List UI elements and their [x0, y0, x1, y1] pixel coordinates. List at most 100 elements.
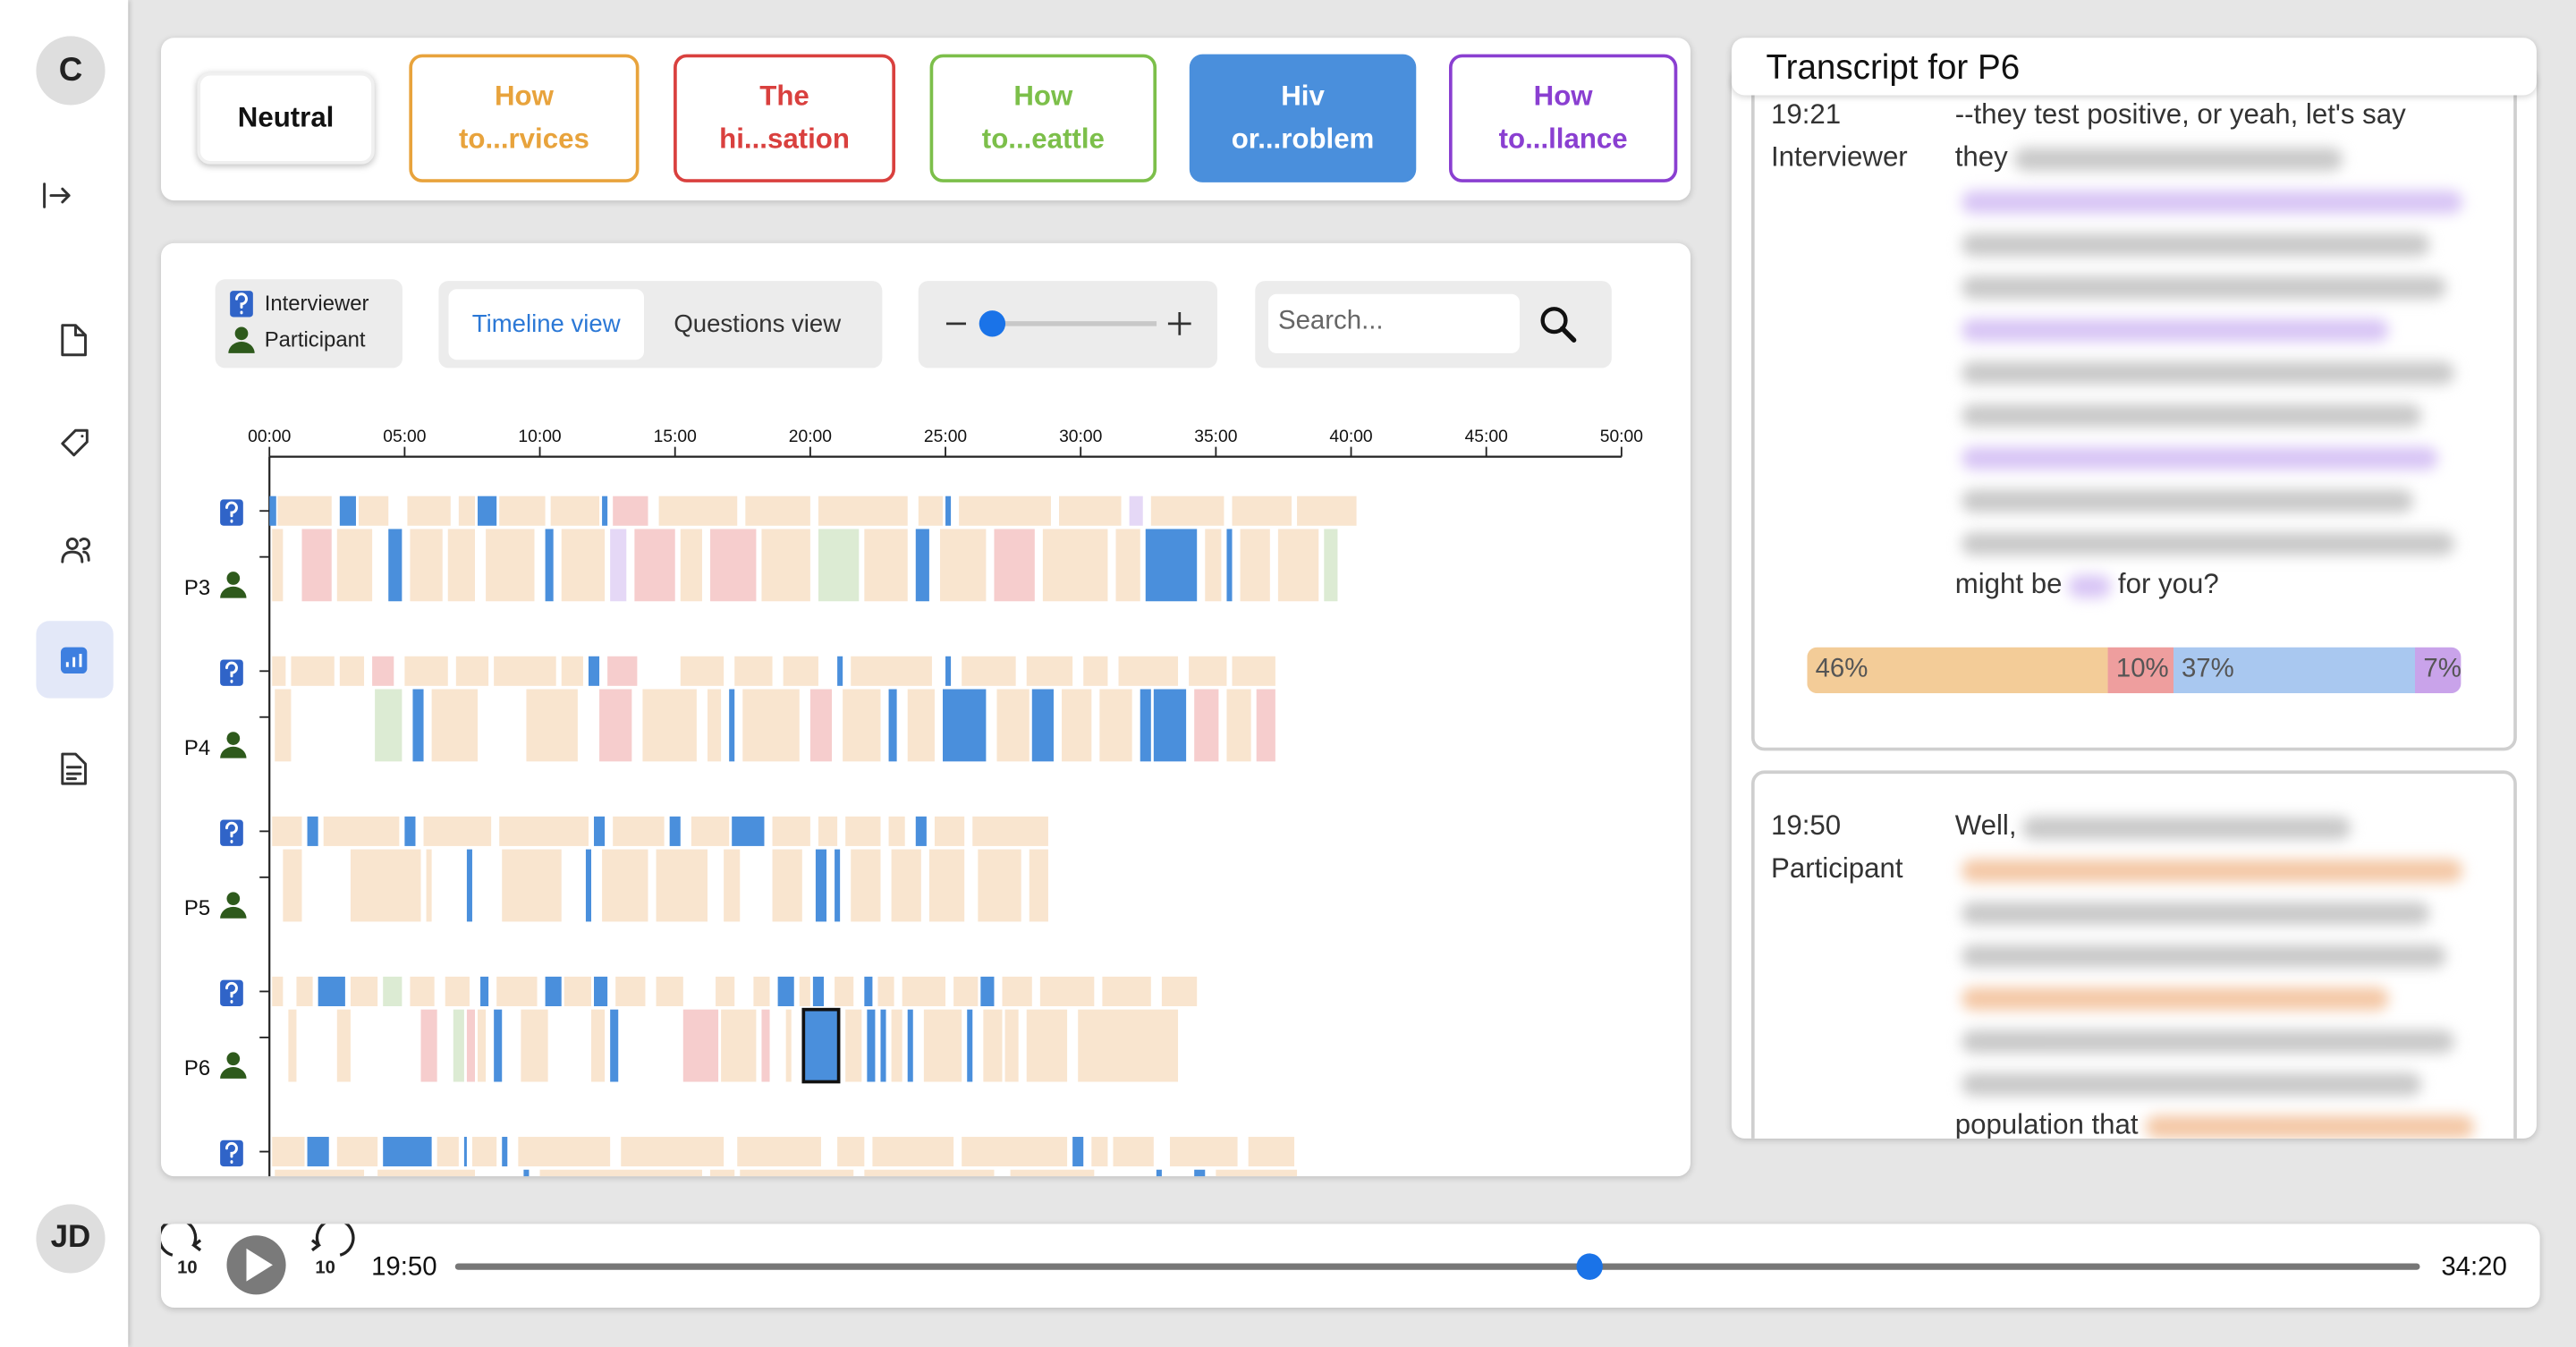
interviewer-segment	[818, 816, 838, 846]
blurred-text	[1962, 232, 2430, 256]
participant-segment	[809, 689, 833, 762]
search-input[interactable]: Search...	[1267, 293, 1520, 353]
interviewer-segment	[358, 496, 389, 526]
interviewer-segment	[272, 1137, 305, 1167]
tag-label: or...roblem	[1231, 123, 1375, 155]
participant-segment	[994, 529, 1035, 602]
blurred-text	[1962, 190, 2463, 213]
tag-label: The	[759, 80, 809, 112]
tag-label: How	[1533, 80, 1593, 112]
participant-segment	[1216, 1169, 1298, 1177]
interviewer-segment	[1129, 496, 1143, 526]
interviewer-segment	[1150, 496, 1224, 526]
interviewer-segment	[799, 976, 810, 1007]
sidebar-icons	[43, 182, 91, 785]
participant-segment	[1042, 529, 1108, 602]
transcript-text: might be	[1954, 568, 2063, 600]
search-icon	[1540, 307, 1577, 343]
tag-button[interactable]: Neutral	[197, 72, 375, 165]
zoom-knob[interactable]	[979, 310, 1006, 337]
interviewer-segment	[478, 496, 497, 526]
interviewer-segment	[1113, 1137, 1154, 1167]
interviewer-segment	[691, 816, 730, 846]
tag-label: Neutral	[237, 101, 335, 133]
participant-body	[220, 1066, 247, 1079]
file-icon	[61, 324, 87, 357]
x-tick-label: 00:00	[248, 428, 291, 446]
participant-segment	[1115, 529, 1140, 602]
participant-segment	[610, 1009, 619, 1082]
zoom-plus	[1167, 311, 1191, 335]
interviewer-segment	[835, 976, 854, 1007]
interviewer-segment	[812, 976, 824, 1007]
view-button[interactable]: Questions view	[674, 310, 842, 339]
interviewer-segment	[818, 496, 908, 526]
user-avatar[interactable]: JD	[36, 1204, 106, 1274]
transcript-line	[1955, 1066, 2513, 1099]
interviewer-segment	[1297, 496, 1357, 526]
row-label: P4	[184, 736, 210, 760]
participant-segment	[1145, 529, 1198, 602]
transcript-line: population that	[1955, 1109, 2513, 1139]
users-icon	[61, 537, 91, 563]
interviewer-segment	[902, 976, 946, 1007]
participant-segment	[1226, 529, 1233, 602]
interviewer-segment	[1169, 1137, 1238, 1167]
interviewer-segment	[545, 976, 562, 1007]
blurred-text	[1962, 488, 2414, 513]
participant-segment	[983, 1009, 1003, 1082]
transcript-line	[1955, 440, 2513, 473]
x-tick-label: 50:00	[1600, 428, 1643, 446]
participant-segment	[864, 1169, 995, 1177]
distribution-bar: 46% 10% 37% 7%	[1807, 647, 2461, 694]
participant-segment	[682, 1009, 719, 1082]
interviewer-segment	[934, 816, 965, 846]
interviewer-segment	[962, 1137, 1068, 1167]
transcript-area: 19:21 Interviewer --they test positive, or…	[1731, 65, 2537, 1139]
tag-label: hi...sation	[719, 123, 850, 155]
blurred-text	[1962, 944, 2446, 967]
play-triangle	[246, 1248, 273, 1282]
participant-segment	[486, 529, 535, 602]
participant-segment	[478, 1009, 487, 1082]
tag-button[interactable]: How to...rvices	[409, 54, 640, 182]
participant-segment	[410, 529, 443, 602]
participant-segment	[275, 1169, 365, 1177]
interviewer-segment	[407, 496, 451, 526]
participant-segment	[818, 529, 860, 602]
participant-icon	[226, 1052, 241, 1066]
participant-segment	[928, 849, 965, 922]
interviewer-segment	[336, 1137, 378, 1167]
participant-segment	[336, 1009, 351, 1082]
participant-segment	[761, 1009, 770, 1082]
interviewer-segment	[383, 1137, 432, 1167]
participant-segment	[680, 529, 702, 602]
interviewer-segment	[613, 816, 665, 846]
participant-segment	[801, 1007, 841, 1084]
tag-button[interactable]: Hiv or...roblem	[1189, 54, 1417, 182]
progress-knob[interactable]	[1576, 1253, 1603, 1280]
interviewer-segment	[499, 816, 589, 846]
transcript-line	[1955, 895, 2513, 928]
tag-button[interactable]: How to...eattle	[929, 54, 1157, 182]
interviewer-segment	[1072, 1137, 1084, 1167]
blurred-text	[1962, 275, 2446, 299]
transcript-line	[1955, 269, 2513, 302]
view-button[interactable]: Timeline view	[448, 289, 645, 360]
participant-segment	[447, 529, 475, 602]
interviewer-segment	[458, 496, 475, 526]
x-tick-label: 05:00	[383, 428, 426, 446]
interviewer-segment	[1091, 1137, 1108, 1167]
question-mark	[235, 292, 248, 315]
participant-segment	[996, 689, 1030, 762]
participant-segment	[275, 689, 292, 762]
participant-segment	[923, 1009, 962, 1082]
tag-button[interactable]: How to...llance	[1449, 54, 1678, 182]
distribution-segment: 10%	[2107, 647, 2174, 694]
tag-button[interactable]: The hi...sation	[674, 54, 896, 182]
participant-segment	[1010, 1169, 1095, 1177]
interviewer-segment	[1026, 656, 1073, 686]
participant-segment	[1062, 689, 1092, 762]
participant-icon	[226, 732, 241, 745]
